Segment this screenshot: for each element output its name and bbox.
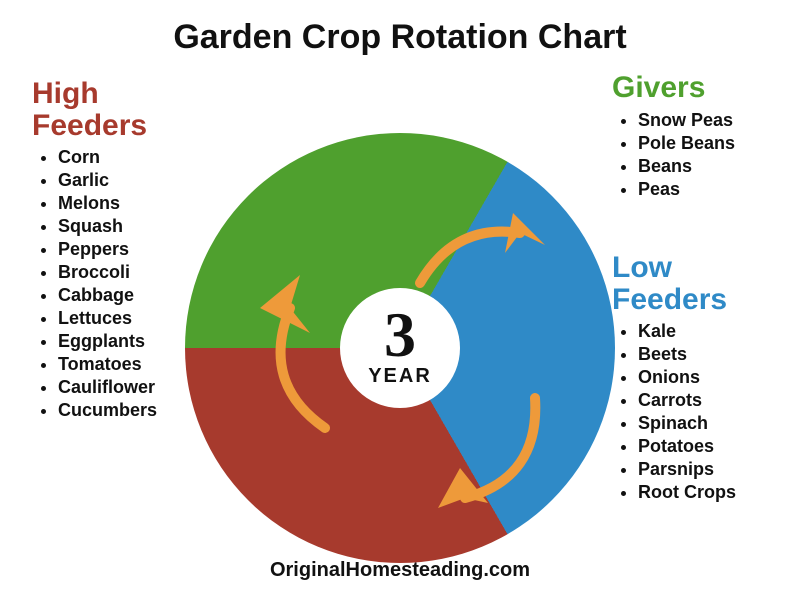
- list-item: Beets: [638, 344, 792, 365]
- category-list-low-feeders: KaleBeetsOnionsCarrotsSpinachPotatoesPar…: [612, 321, 792, 503]
- page-title: Garden Crop Rotation Chart: [0, 18, 800, 57]
- category-low-feeders: Low Feeders KaleBeetsOnionsCarrotsSpinac…: [612, 252, 792, 505]
- list-item: Garlic: [58, 170, 212, 191]
- category-list-high-feeders: CornGarlicMelonsSquashPeppersBroccoliCab…: [32, 147, 212, 421]
- list-item: Pole Beans: [638, 133, 792, 154]
- list-item: Kale: [638, 321, 792, 342]
- heading-text: Low: [612, 251, 672, 284]
- list-item: Root Crops: [638, 482, 792, 503]
- list-item: Eggplants: [58, 331, 212, 352]
- list-item: Tomatoes: [58, 354, 212, 375]
- list-item: Snow Peas: [638, 110, 792, 131]
- list-item: Peas: [638, 179, 792, 200]
- heading-text: Feeders: [32, 109, 147, 142]
- list-item: Cabbage: [58, 285, 212, 306]
- center-number: 3: [384, 308, 416, 362]
- heading-text: High: [32, 77, 99, 110]
- list-item: Carrots: [638, 390, 792, 411]
- list-item: Cauliflower: [58, 377, 212, 398]
- list-item: Lettuces: [58, 308, 212, 329]
- list-item: Beans: [638, 156, 792, 177]
- rotation-wheel: 3 YEAR: [185, 133, 615, 563]
- heading-text: Givers: [612, 71, 705, 104]
- list-item: Broccoli: [58, 262, 212, 283]
- center-badge: 3 YEAR: [340, 288, 460, 408]
- list-item: Corn: [58, 147, 212, 168]
- category-list-givers: Snow PeasPole BeansBeansPeas: [612, 110, 792, 200]
- list-item: Peppers: [58, 239, 212, 260]
- category-givers: Givers Snow PeasPole BeansBeansPeas: [612, 72, 792, 202]
- category-heading-low-feeders: Low Feeders: [612, 252, 792, 315]
- category-heading-high-feeders: High Feeders: [32, 78, 212, 141]
- center-word: YEAR: [368, 365, 432, 388]
- heading-text: Feeders: [612, 283, 727, 316]
- attribution: OriginalHomesteading.com: [0, 559, 800, 582]
- list-item: Potatoes: [638, 436, 792, 457]
- list-item: Cucumbers: [58, 400, 212, 421]
- list-item: Spinach: [638, 413, 792, 434]
- list-item: Melons: [58, 193, 212, 214]
- list-item: Parsnips: [638, 459, 792, 480]
- list-item: Onions: [638, 367, 792, 388]
- list-item: Squash: [58, 216, 212, 237]
- category-high-feeders: High Feeders CornGarlicMelonsSquashPeppe…: [32, 78, 212, 423]
- category-heading-givers: Givers: [612, 72, 792, 104]
